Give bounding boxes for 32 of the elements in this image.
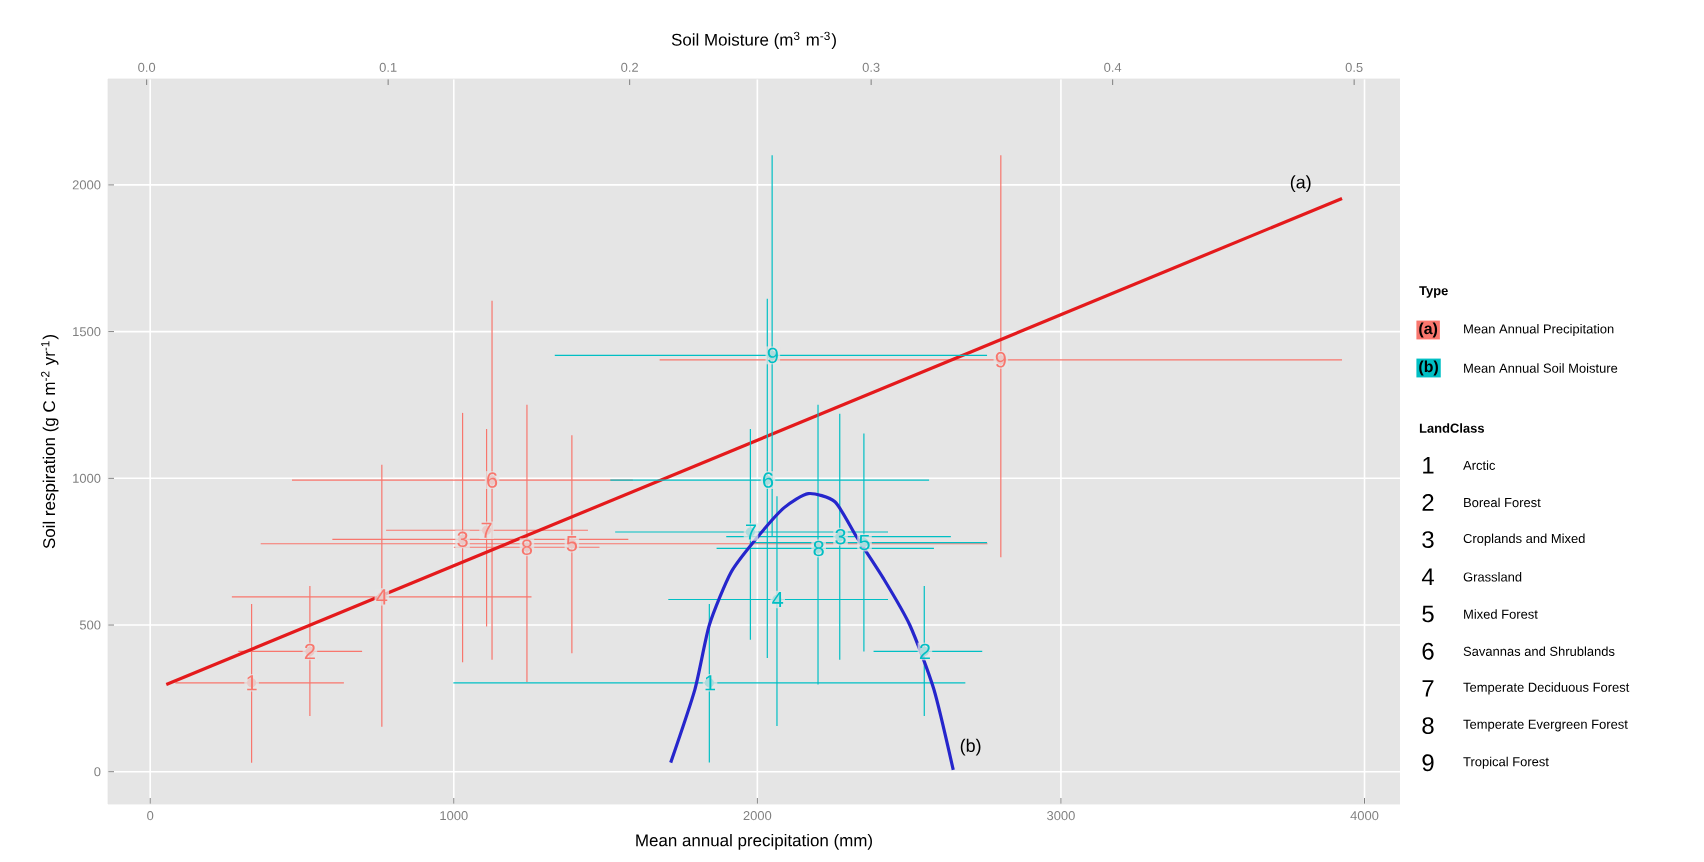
text: 4	[1421, 568, 1434, 586]
annotation: 9	[995, 352, 1006, 368]
annotation: 8	[521, 539, 533, 556]
annotation: 5	[859, 534, 870, 551]
annotation: 3	[835, 528, 846, 545]
text: 7	[1422, 680, 1434, 697]
annotation: 1	[705, 675, 716, 691]
annotation: (b)	[960, 738, 981, 756]
annotation: 7	[481, 522, 492, 538]
text: 6	[1422, 642, 1434, 660]
annotation: 6	[487, 472, 498, 488]
text: 5	[1422, 605, 1434, 623]
annotation: 2	[304, 643, 315, 660]
x2-axis-title: Soil Moisture (m$^{3}$ m$^{-3}$)	[671, 31, 836, 50]
annotation: 3	[457, 531, 468, 548]
annotation: 4	[376, 589, 388, 605]
annotation: 8	[813, 540, 824, 557]
annotation: 7	[746, 524, 756, 540]
text: 2	[1422, 494, 1434, 511]
annotation: 5	[566, 536, 578, 552]
x-axis-title: Mean annual precipitation (mm)	[636, 833, 872, 850]
text: 9	[1422, 754, 1434, 772]
annotation: 4	[772, 591, 784, 608]
text: 3	[1422, 531, 1434, 549]
annotation: 9	[767, 347, 778, 364]
annotation: 6	[763, 472, 774, 488]
text: 8	[1422, 717, 1434, 735]
annotation: 2	[919, 643, 930, 660]
y-axis-title: Soil respiration (g C m$^{-2}$ yr$^{-1}$)	[41, 335, 59, 549]
annotation: 1	[247, 675, 257, 691]
text: 1	[1423, 456, 1434, 474]
annotation: (a)	[1290, 175, 1311, 193]
